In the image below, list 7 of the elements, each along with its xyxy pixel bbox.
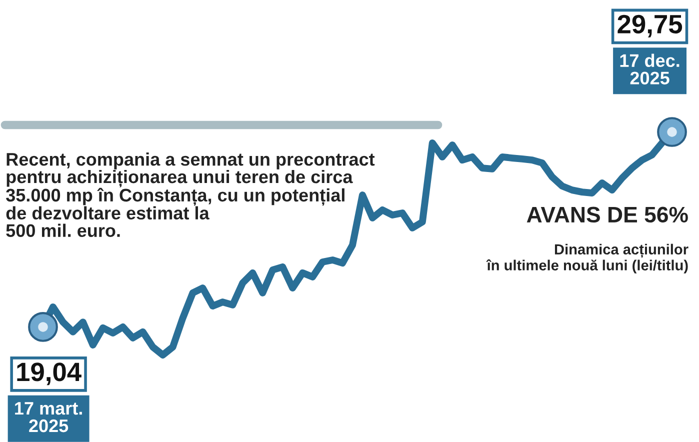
text: Dinamica acțiunilor în ultimele nouă luni (lei/titlu) xyxy=(486,244,688,274)
text: 17 dec. 2025 xyxy=(620,54,680,84)
text: AVANS DE 56% xyxy=(526,206,688,223)
data-label: 19,04 xyxy=(17,362,82,386)
annotation: Recent, compania a semnat un precontract pentru achiziționarea unui teren de circa 35.000 mp în Constanța, cu un potențial de dezvoltare estimat la 500 mil. euro. xyxy=(6,152,375,237)
text: 17 mart. 2025 xyxy=(15,402,82,432)
data-label: 29,75 xyxy=(618,14,682,38)
